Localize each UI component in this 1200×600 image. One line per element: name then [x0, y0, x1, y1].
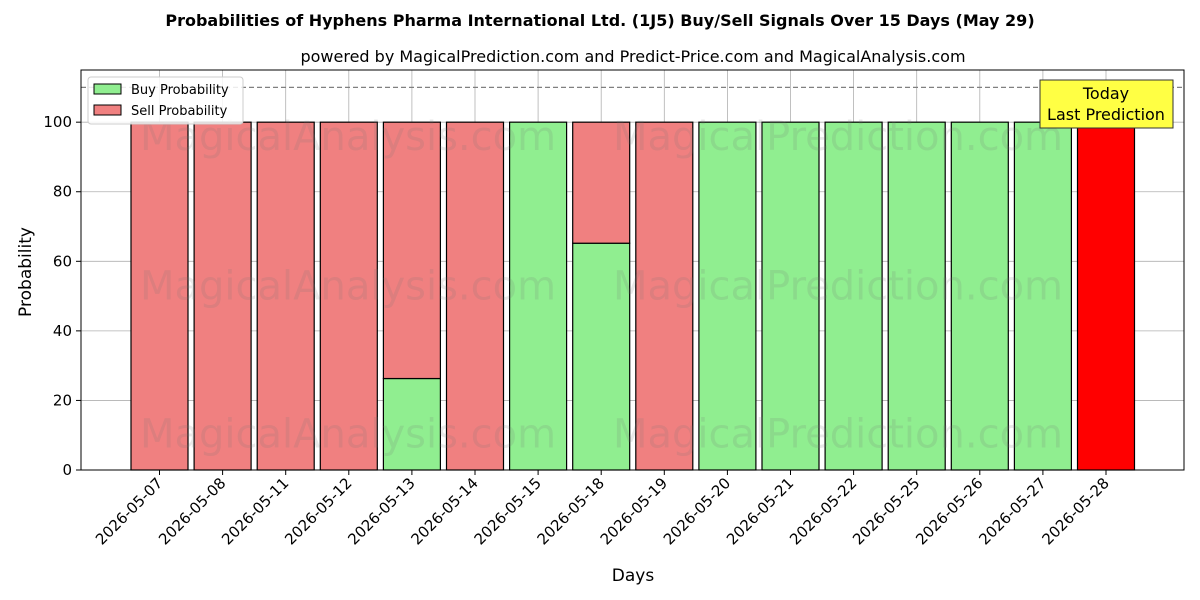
bars	[130, 121, 1136, 471]
x-axis-label: Days	[612, 566, 655, 586]
legend-box	[87, 76, 244, 125]
annotation-box	[1039, 79, 1174, 129]
watermarks: MagicalAnalysis.com MagicalPrediction.com…	[140, 114, 1063, 457]
watermark: MagicalPrediction.com	[613, 114, 1063, 160]
x-tick-label: 2026-05-15	[471, 474, 545, 548]
buy-bar	[824, 121, 883, 471]
x-axis: 2026-05-072026-05-082026-05-112026-05-12…	[92, 470, 1113, 548]
watermark: MagicalPrediction.com	[613, 411, 1063, 457]
buy-bar	[950, 121, 1009, 471]
x-tick-label: 2026-05-13	[344, 474, 418, 548]
x-tick-label: 2026-05-07	[92, 474, 166, 548]
legend-swatch	[93, 83, 122, 95]
y-tick-label: 20	[53, 391, 72, 409]
chart-title: Probabilities of Hyphens Pharma Internat…	[165, 11, 1034, 30]
sell-bar	[382, 121, 441, 380]
legend-label: Buy Probability	[131, 83, 229, 98]
sell-bar	[445, 121, 505, 471]
x-tick-label: 2026-05-11	[218, 474, 292, 548]
sell-bar	[635, 121, 694, 471]
plot-frame	[80, 69, 1185, 471]
x-tick-label: 2026-05-14	[407, 474, 481, 548]
y-tick-label: 60	[53, 252, 72, 270]
annotation-text: Today	[1082, 84, 1129, 103]
x-tick-label: 2026-05-28	[1038, 474, 1112, 548]
sell-bar	[256, 121, 315, 471]
watermark: MagicalAnalysis.com	[140, 411, 556, 457]
x-tick-label: 2026-05-21	[723, 474, 797, 548]
buy-bar	[1013, 121, 1073, 471]
watermark: MagicalPrediction.com	[613, 264, 1063, 310]
buy-bar	[761, 121, 820, 471]
x-tick-label: 2026-05-12	[281, 474, 355, 548]
y-tick-label: 80	[53, 183, 72, 201]
legend: Buy Probability Sell Probability	[87, 76, 244, 125]
y-axis-label: Probability	[16, 227, 36, 317]
sell-bar-today	[1076, 121, 1136, 471]
x-tick-label: 2026-05-27	[975, 474, 1049, 548]
watermark: MagicalAnalysis.com	[140, 264, 556, 310]
y-tick-label: 0	[62, 461, 72, 479]
buy-bar	[887, 121, 946, 471]
buy-bar	[509, 121, 568, 471]
x-tick-label: 2026-05-26	[912, 474, 986, 548]
x-tick-label: 2026-05-18	[534, 474, 608, 548]
x-tick-label: 2026-05-20	[660, 474, 734, 548]
y-tick-label: 40	[53, 322, 72, 340]
y-axis: 0 20 40 60 80 100	[43, 113, 81, 479]
legend-swatch	[93, 104, 122, 116]
sell-bar	[319, 121, 378, 471]
sell-bar	[572, 121, 631, 244]
buy-bar	[698, 121, 757, 471]
today-annotation: Today Last Prediction	[1039, 79, 1174, 129]
legend-label: Sell Probability	[131, 104, 228, 119]
y-tick-label: 100	[43, 113, 72, 131]
x-tick-label: 2026-05-08	[155, 474, 229, 548]
chart-subtitle: powered by MagicalPrediction.com and Pre…	[300, 47, 965, 66]
x-tick-label: 2026-05-22	[786, 474, 860, 548]
annotation-text: Last Prediction	[1047, 105, 1165, 124]
x-tick-label: 2026-05-19	[597, 474, 671, 548]
buy-bar	[572, 242, 631, 471]
x-tick-label: 2026-05-25	[849, 474, 923, 548]
buy-bar	[382, 377, 441, 471]
